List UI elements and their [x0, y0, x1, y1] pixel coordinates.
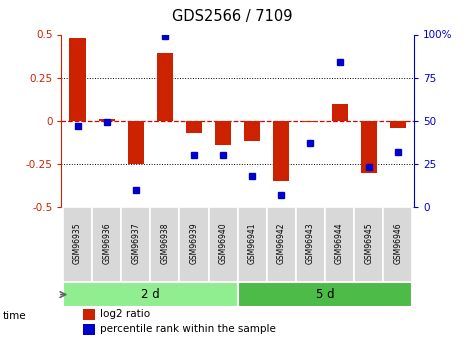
Bar	[209, 207, 237, 283]
Bar	[361, 121, 377, 172]
Text: GSM96945: GSM96945	[364, 223, 373, 264]
Bar	[157, 53, 173, 121]
Bar	[237, 283, 412, 307]
Bar	[332, 104, 348, 121]
Text: time: time	[2, 311, 26, 321]
Text: GDS2566 / 7109: GDS2566 / 7109	[172, 9, 292, 24]
Bar	[63, 283, 237, 307]
Text: GSM96942: GSM96942	[277, 223, 286, 264]
Bar	[325, 207, 354, 283]
Bar	[128, 121, 144, 164]
Text: GSM96946: GSM96946	[394, 223, 403, 264]
Text: GSM96941: GSM96941	[248, 223, 257, 264]
Bar	[302, 121, 318, 122]
Bar	[63, 207, 92, 283]
Bar	[383, 207, 412, 283]
Bar	[354, 207, 383, 283]
Bar	[150, 207, 179, 283]
Bar	[121, 207, 150, 283]
Text: GSM96936: GSM96936	[102, 223, 111, 264]
Bar	[186, 121, 202, 133]
Bar	[70, 38, 86, 121]
Bar	[179, 207, 209, 283]
Bar	[83, 324, 95, 335]
Text: log2 ratio: log2 ratio	[100, 309, 150, 319]
Bar	[390, 121, 406, 128]
Text: GSM96937: GSM96937	[131, 223, 140, 264]
Bar	[296, 207, 325, 283]
Text: GSM96938: GSM96938	[160, 223, 169, 264]
Text: GSM96944: GSM96944	[335, 223, 344, 264]
Bar	[215, 121, 231, 145]
Bar	[99, 119, 114, 121]
Bar	[237, 207, 267, 283]
Text: 5 d: 5 d	[316, 288, 334, 301]
Text: percentile rank within the sample: percentile rank within the sample	[100, 324, 276, 334]
Bar	[92, 207, 121, 283]
Text: GSM96943: GSM96943	[306, 223, 315, 264]
Bar	[83, 309, 95, 320]
Text: 2 d: 2 d	[141, 288, 160, 301]
Text: GSM96940: GSM96940	[219, 223, 228, 264]
Bar	[267, 207, 296, 283]
Text: GSM96939: GSM96939	[190, 223, 199, 264]
Bar	[273, 121, 289, 181]
Bar	[244, 121, 260, 141]
Text: GSM96935: GSM96935	[73, 223, 82, 264]
